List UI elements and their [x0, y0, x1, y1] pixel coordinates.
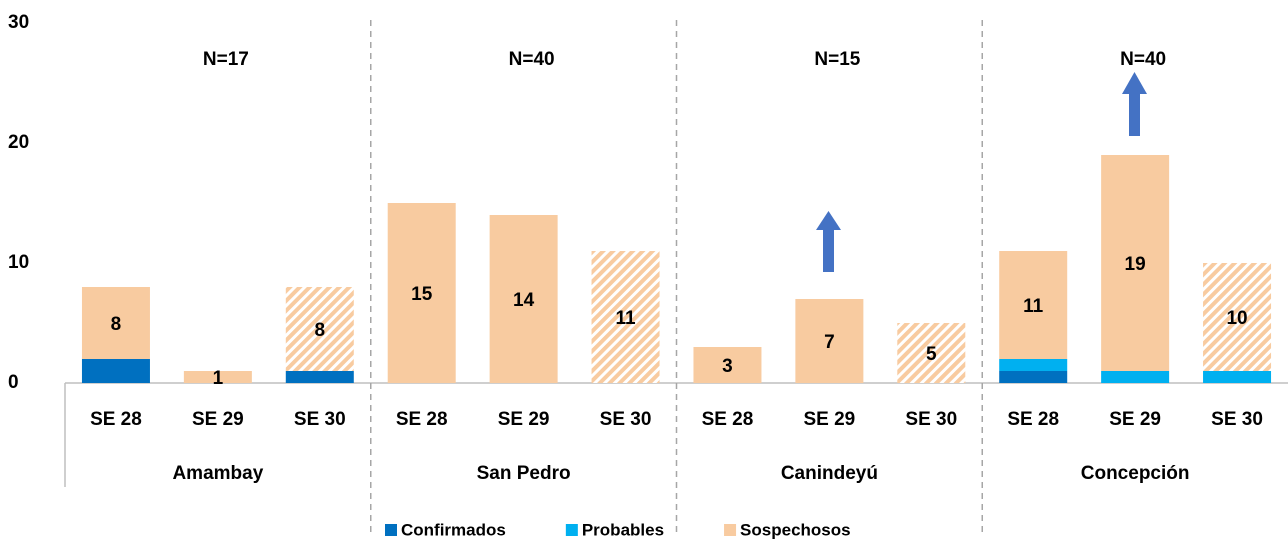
- annotation: N=40: [509, 49, 555, 70]
- data-label: 3: [722, 356, 733, 377]
- data-label: 11: [1023, 296, 1044, 317]
- legend-label: Probables: [582, 520, 664, 539]
- data-label: 19: [1125, 254, 1146, 275]
- x-tick-label: SE 29: [498, 409, 550, 430]
- x-tick-label: SE 30: [905, 409, 957, 430]
- y-tick-label: 0: [8, 372, 19, 393]
- x-tick-label: SE 28: [90, 409, 142, 430]
- x-tick-label: SE 29: [803, 409, 855, 430]
- data-label: 15: [411, 284, 433, 305]
- annotation: N=40: [1120, 49, 1166, 70]
- x-tick-label: SE 30: [294, 409, 346, 430]
- x-tick-label: SE 30: [600, 409, 652, 430]
- bar-segment: [1203, 263, 1272, 371]
- legend-swatch: [724, 524, 737, 536]
- x-tick-label: SE 28: [702, 409, 754, 430]
- legend-label: Sospechosos: [740, 520, 851, 539]
- y-tick-label: 30: [8, 12, 29, 33]
- x-tick-label: SE 28: [1007, 409, 1059, 430]
- bar-segment: [285, 287, 354, 371]
- x-tick-label: SE 29: [192, 409, 244, 430]
- data-label: 5: [926, 344, 937, 365]
- x-tick-label: SE 28: [396, 409, 448, 430]
- x-tick-label: SE 29: [1109, 409, 1161, 430]
- annotation: N=15: [814, 49, 860, 70]
- data-label: 1: [213, 368, 224, 389]
- bar-segment: [897, 323, 966, 383]
- y-tick-label: 10: [8, 252, 29, 273]
- bar-segment: [999, 251, 1068, 359]
- bar-segment: [81, 287, 150, 359]
- legend-swatch: [565, 524, 578, 536]
- data-label: 10: [1226, 308, 1247, 329]
- bar-segment: [999, 359, 1068, 371]
- x-tick-label: SE 30: [1211, 409, 1263, 430]
- bar-segment: [81, 359, 150, 383]
- data-label: 8: [315, 320, 326, 341]
- bar-segment: [1101, 371, 1170, 383]
- data-label: 8: [111, 314, 122, 335]
- bar-segment: [1203, 371, 1272, 383]
- bar-segment: [183, 371, 252, 383]
- bar-segment: [1101, 155, 1170, 371]
- data-label: 14: [513, 290, 535, 311]
- bar-segment: [693, 347, 762, 383]
- data-label: 11: [615, 308, 636, 329]
- group-label: Canindeyú: [781, 463, 878, 484]
- group-label: San Pedro: [477, 463, 571, 484]
- data-label: 7: [824, 332, 835, 353]
- bar-segment: [795, 299, 864, 383]
- arrow: [816, 72, 1147, 272]
- bar-segment: [387, 203, 456, 383]
- annotation: N=17: [203, 49, 249, 70]
- legend-label: Confirmados: [401, 520, 506, 539]
- bar-segment: [999, 371, 1068, 383]
- group-label: Concepción: [1081, 463, 1190, 484]
- legend-swatch: [385, 524, 397, 536]
- group-label: Amambay: [172, 463, 263, 484]
- bar-segment: [591, 251, 660, 383]
- bar-segment: [285, 371, 354, 383]
- bar-segment: [489, 215, 558, 383]
- y-tick-label: 20: [8, 132, 29, 153]
